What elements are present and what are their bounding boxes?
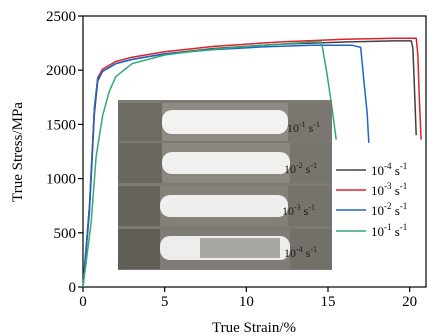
series-line-3 [82, 41, 337, 288]
y-axis-label: True Stress/MPa [10, 102, 26, 202]
legend-text-s3: 10-1 s-1 [371, 222, 407, 239]
x-tick-label-4: 20 [402, 294, 417, 310]
x-tick-label-2: 10 [239, 294, 254, 310]
x-tick-label-0: 0 [79, 294, 87, 310]
tick-labels: 0 5 10 15 20 0 500 1000 1500 2000 2500 [46, 9, 417, 310]
series-curves [82, 37, 422, 288]
legend-text-s2: 10-2 s-1 [371, 201, 407, 218]
specimen-strip-4 [118, 229, 332, 269]
legend-text-s1: 10-3 s-1 [371, 181, 407, 198]
plot-frame [82, 15, 427, 288]
y-tick-label-3: 1500 [46, 117, 76, 133]
x-tick-label-1: 5 [161, 294, 169, 310]
y-tick-label-2: 1000 [46, 172, 76, 188]
specimen-strip-1 [118, 103, 332, 141]
x-axis-label: True Strain/% [212, 320, 296, 336]
specimen-strip-2 [118, 143, 332, 183]
y-tick-label-4: 2000 [46, 63, 76, 79]
axis-ticks [78, 15, 411, 292]
legend: 10-4 s-1 10-3 s-1 10-2 s-1 10-1 s-1 [336, 161, 407, 239]
y-tick-label-5: 2500 [46, 9, 76, 25]
y-tick-label-0: 0 [69, 280, 77, 296]
photo-label-4: 10-4 s-1 [284, 245, 317, 260]
y-tick-label-1: 500 [54, 226, 77, 242]
specimen-strip-3 [118, 186, 332, 226]
photo-label-1: 10-1 s-1 [287, 120, 320, 135]
photo-label-2: 10-2 s-1 [284, 161, 317, 176]
specimen-photo: 10-1 s-1 10-2 s-1 10-3 s-1 10-4 s-1 [118, 100, 332, 270]
photo-label-3: 10-3 s-1 [282, 203, 315, 218]
x-tick-label-3: 15 [321, 294, 336, 310]
legend-text-s0: 10-4 s-1 [371, 161, 407, 178]
